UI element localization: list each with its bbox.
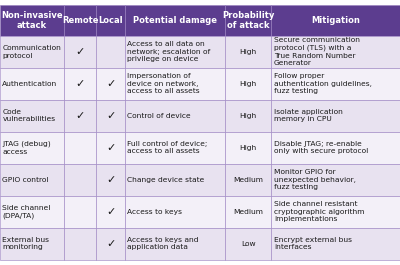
Bar: [64, 228, 96, 260]
Text: Impersonation of
device on network,
access to all assets: Impersonation of device on network, acce…: [128, 73, 200, 94]
Bar: [0, 196, 64, 228]
Text: High: High: [240, 81, 257, 87]
Bar: [125, 164, 225, 196]
Bar: [125, 5, 225, 36]
Text: Medium: Medium: [233, 209, 263, 215]
Text: Monitor GPIO for
unexpected behavior,
fuzz testing: Monitor GPIO for unexpected behavior, fu…: [274, 169, 356, 190]
Text: Access to keys and
application data: Access to keys and application data: [128, 237, 199, 250]
Text: Potential damage: Potential damage: [133, 16, 217, 25]
Bar: [125, 196, 225, 228]
Bar: [271, 68, 400, 100]
Text: Secure communication
protocol (TLS) with a
True Random Number
Generator: Secure communication protocol (TLS) with…: [274, 37, 360, 66]
Bar: [96, 5, 125, 36]
Text: ✓: ✓: [76, 111, 85, 121]
Text: Communication
protocol: Communication protocol: [2, 45, 61, 59]
Bar: [64, 68, 96, 100]
Bar: [271, 100, 400, 132]
Text: Isolate application
memory in CPU: Isolate application memory in CPU: [274, 109, 343, 122]
Bar: [225, 36, 271, 68]
Bar: [96, 164, 125, 196]
Bar: [0, 164, 64, 196]
Text: ✓: ✓: [106, 239, 115, 249]
Bar: [64, 132, 96, 164]
Text: Mitigation: Mitigation: [311, 16, 360, 25]
Bar: [96, 36, 125, 68]
Text: High: High: [240, 113, 257, 119]
Bar: [225, 132, 271, 164]
Bar: [0, 68, 64, 100]
Text: Follow proper
authentication guidelines,
fuzz testing: Follow proper authentication guidelines,…: [274, 73, 372, 94]
Bar: [225, 5, 271, 36]
Bar: [125, 132, 225, 164]
Bar: [225, 68, 271, 100]
Bar: [125, 36, 225, 68]
Bar: [96, 68, 125, 100]
Text: Local: Local: [98, 16, 123, 25]
Text: Access to all data on
network; escalation of
privilege on device: Access to all data on network; escalatio…: [128, 41, 211, 62]
Bar: [96, 196, 125, 228]
Text: ✓: ✓: [106, 175, 115, 185]
Bar: [271, 5, 400, 36]
Text: Access to keys: Access to keys: [128, 209, 182, 215]
Bar: [225, 196, 271, 228]
Bar: [0, 132, 64, 164]
Bar: [96, 228, 125, 260]
Text: Probability
of attack: Probability of attack: [222, 11, 274, 30]
Bar: [0, 5, 64, 36]
Bar: [0, 100, 64, 132]
Text: High: High: [240, 49, 257, 55]
Text: Control of device: Control of device: [128, 113, 191, 119]
Bar: [271, 228, 400, 260]
Text: Side channel
(DPA/TA): Side channel (DPA/TA): [2, 205, 51, 219]
Bar: [0, 36, 64, 68]
Text: External bus
monitoring: External bus monitoring: [2, 237, 50, 250]
Bar: [225, 228, 271, 260]
Bar: [64, 36, 96, 68]
Text: Authentication: Authentication: [2, 81, 58, 87]
Bar: [0, 228, 64, 260]
Text: Disable JTAG; re-enable
only with secure protocol: Disable JTAG; re-enable only with secure…: [274, 141, 368, 154]
Text: Low: Low: [241, 241, 256, 247]
Text: Remote: Remote: [62, 16, 98, 25]
Text: JTAG (debug)
access: JTAG (debug) access: [2, 141, 51, 155]
Text: ✓: ✓: [106, 79, 115, 89]
Text: Encrypt external bus
interfaces: Encrypt external bus interfaces: [274, 237, 352, 250]
Bar: [271, 36, 400, 68]
Text: GPIO control: GPIO control: [2, 177, 49, 183]
Text: High: High: [240, 145, 257, 151]
Bar: [125, 68, 225, 100]
Bar: [225, 164, 271, 196]
Bar: [271, 196, 400, 228]
Bar: [96, 132, 125, 164]
Text: ✓: ✓: [76, 47, 85, 57]
Bar: [225, 100, 271, 132]
Text: Change device state: Change device state: [128, 177, 205, 183]
Bar: [125, 228, 225, 260]
Text: ✓: ✓: [106, 143, 115, 153]
Bar: [64, 196, 96, 228]
Text: ✓: ✓: [106, 207, 115, 217]
Text: Medium: Medium: [233, 177, 263, 183]
Bar: [64, 5, 96, 36]
Bar: [125, 100, 225, 132]
Text: ✓: ✓: [76, 79, 85, 89]
Bar: [64, 100, 96, 132]
Text: Code
vulnerabilities: Code vulnerabilities: [2, 109, 56, 122]
Bar: [96, 100, 125, 132]
Text: ✓: ✓: [106, 111, 115, 121]
Bar: [64, 164, 96, 196]
Bar: [271, 164, 400, 196]
Text: Full control of device;
access to all assets: Full control of device; access to all as…: [128, 141, 208, 154]
Text: Non-invasive
attack: Non-invasive attack: [1, 11, 63, 30]
Bar: [271, 132, 400, 164]
Text: Side channel resistant
cryptographic algorithm
implementations: Side channel resistant cryptographic alg…: [274, 201, 364, 222]
